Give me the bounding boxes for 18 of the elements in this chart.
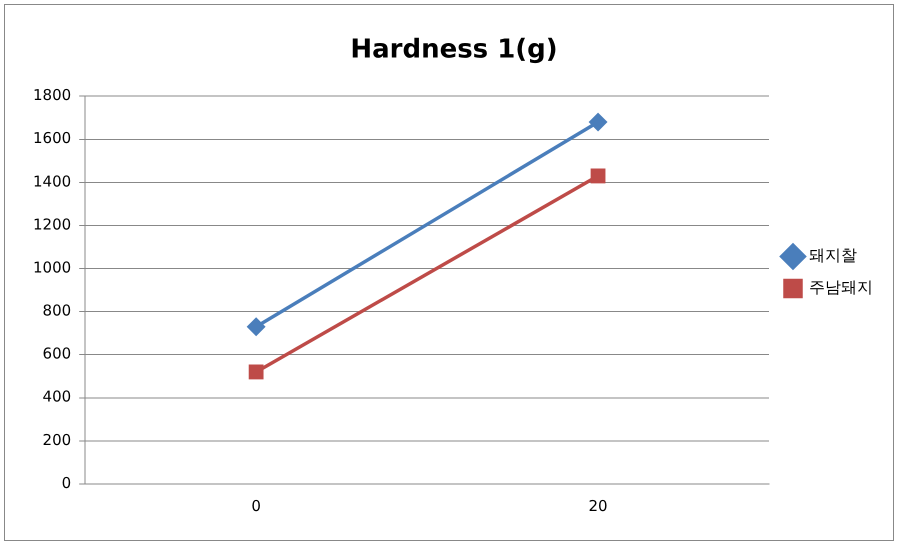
point	[247, 318, 265, 336]
x-tick-label: 20	[588, 496, 608, 515]
y-tick-label: 400	[42, 388, 72, 406]
y-tick-label: 1600	[32, 129, 72, 148]
point	[590, 168, 606, 184]
point	[248, 364, 264, 380]
y-tick-label: 1400	[32, 172, 72, 190]
legend-label: 돼지찰	[809, 246, 857, 265]
chart-title: Hardness 1(g)	[350, 34, 558, 64]
legend-label: 주남돼지	[809, 278, 873, 297]
y-tick-label: 1000	[32, 258, 72, 276]
y-tick-label: 1200	[32, 215, 72, 234]
point	[589, 113, 607, 131]
y-tick-label: 200	[42, 430, 72, 449]
y-tick-label: 0	[62, 474, 72, 492]
y-tick-label: 1800	[32, 86, 72, 104]
y-tick-label: 600	[42, 344, 72, 363]
y-tick-label: 800	[42, 302, 72, 320]
